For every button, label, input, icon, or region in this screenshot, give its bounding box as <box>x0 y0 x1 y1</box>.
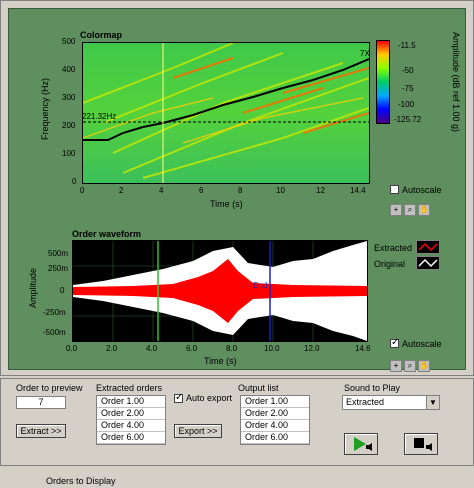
order-waveform-plot[interactable] <box>72 240 368 342</box>
list-item[interactable]: Order 2.00 <box>241 408 309 420</box>
extract-button[interactable]: Extract >> <box>16 424 66 438</box>
colormap-xtick: 12 <box>316 186 325 195</box>
colormap-autoscale-checkbox[interactable] <box>390 185 399 194</box>
colormap-autoscale-label: Autoscale <box>402 185 442 195</box>
colorbar-label: Amplitude (dB ref 1.00 g) <box>451 32 461 133</box>
colormap-image <box>83 43 369 183</box>
list-item[interactable]: Order 4.00 <box>241 420 309 432</box>
colorbar[interactable] <box>376 40 390 124</box>
list-item[interactable]: Order 6.00 <box>97 432 165 444</box>
waveform-ytick: 0 <box>60 286 65 295</box>
colormap-title: Colormap <box>80 30 123 40</box>
export-button[interactable]: Export >> <box>174 424 222 438</box>
colormap-ytick: 400 <box>62 65 76 74</box>
pan-hand-tool-icon[interactable]: ✋ <box>418 360 430 372</box>
waveform-xtick: 6.0 <box>186 344 198 353</box>
colormap-ytick: 0 <box>72 177 77 186</box>
waveform-xlabel: Time (s) <box>204 356 237 366</box>
play-speaker-icon <box>354 437 372 451</box>
colormap-xtick: 10 <box>276 186 285 195</box>
auto-export-checkbox[interactable] <box>174 392 183 403</box>
colormap-xtick: 2 <box>119 186 124 195</box>
sound-to-play-value: Extracted <box>346 397 385 407</box>
waveform-ytick: -500m <box>43 328 66 337</box>
colormap-xtick: 6 <box>199 186 204 195</box>
colorbar-tick: -100 <box>398 100 415 109</box>
waveform-autoscale-checkbox[interactable] <box>390 337 399 348</box>
waveform-xtick: 10.0 <box>264 344 280 353</box>
colormap-xtick: 4 <box>159 186 164 195</box>
colormap-ytick: 300 <box>62 93 76 102</box>
legend-extracted-label: Extracted <box>374 243 413 253</box>
extracted-orders-list[interactable]: Order 1.00 Order 2.00 Order 4.00 Order 6… <box>96 395 166 445</box>
list-item[interactable]: Order 4.00 <box>97 420 165 432</box>
waveform-ytick: 500m <box>48 249 69 258</box>
waveform-ylabel: Amplitude <box>28 267 38 308</box>
colorbar-tick: -11.5 <box>398 41 416 50</box>
zoom-tool-icon[interactable]: ⌕ <box>404 360 416 372</box>
colorbar-tick: -125.72 <box>394 115 422 124</box>
auto-export-label: Auto export <box>186 393 233 403</box>
orders-to-display-label: Orders to Display <box>46 476 116 486</box>
waveform-ytick: 250m <box>48 264 69 273</box>
chevron-down-icon: ▼ <box>426 396 439 409</box>
list-item[interactable]: Order 2.00 <box>97 408 165 420</box>
colormap-xtick: 0 <box>80 186 85 195</box>
colormap-ylabel: Frequency (Hz) <box>40 77 50 140</box>
stop-sound-button[interactable] <box>404 433 438 455</box>
zoom-tool-icon[interactable]: ⌕ <box>404 204 416 216</box>
waveform-xtick: 4.0 <box>146 344 158 353</box>
list-item[interactable]: Order 1.00 <box>97 396 165 408</box>
waveform-autoscale-label: Autoscale <box>402 339 442 349</box>
output-list[interactable]: Order 1.00 Order 2.00 Order 4.00 Order 6… <box>240 395 310 445</box>
crosshair-tool-icon[interactable]: + <box>390 204 402 216</box>
colormap-xtick: 14.4 <box>350 186 366 195</box>
waveform-xtick: 12.0 <box>304 344 320 353</box>
waveform-xtick: 14.6 <box>355 344 371 353</box>
legend-extracted-swatch[interactable] <box>416 240 440 254</box>
colorbar-tick: -50 <box>402 66 414 75</box>
colormap-ytick: 500 <box>62 37 76 46</box>
crosshair-tool-icon[interactable]: + <box>390 360 402 372</box>
end-cursor-label: End <box>253 281 268 290</box>
sound-to-play-select[interactable]: Extracted ▼ <box>342 395 440 410</box>
list-item[interactable]: Order 1.00 <box>241 396 309 408</box>
colormap-xlabel: Time (s) <box>210 199 243 209</box>
order-to-preview-input[interactable]: 7 <box>16 396 66 409</box>
waveform-xtick: 8.0 <box>226 344 238 353</box>
colormap-plot[interactable] <box>82 42 370 184</box>
order-waveform-title: Order waveform <box>72 229 142 239</box>
legend-original-swatch[interactable] <box>416 256 440 270</box>
output-list-label: Output list <box>238 383 279 393</box>
pan-hand-tool-icon[interactable]: ✋ <box>418 204 430 216</box>
play-sound-button[interactable] <box>344 433 378 455</box>
stop-speaker-icon <box>414 438 432 451</box>
list-item[interactable]: Order 6.00 <box>241 432 309 444</box>
order-trace-line <box>83 58 369 141</box>
order-waveform-image <box>73 241 367 341</box>
legend-original-label: Original <box>374 259 406 269</box>
colormap-xtick: 8 <box>238 186 243 195</box>
waveform-xtick: 2.0 <box>106 344 118 353</box>
order-label: 7X <box>360 49 370 58</box>
extracted-orders-label: Extracted orders <box>96 383 163 393</box>
waveform-xtick: 0.0 <box>66 344 78 353</box>
colormap-ytick: 100 <box>62 149 76 158</box>
colorbar-tick: -75 <box>402 84 414 93</box>
waveform-ytick: -250m <box>43 308 66 317</box>
colormap-ytick: 200 <box>62 121 76 130</box>
extracted-signal <box>73 259 367 323</box>
frequency-marker-label: 221.32Hz <box>82 112 117 121</box>
order-to-preview-label: Order to preview <box>16 383 83 393</box>
sound-to-play-label: Sound to Play <box>344 383 401 393</box>
